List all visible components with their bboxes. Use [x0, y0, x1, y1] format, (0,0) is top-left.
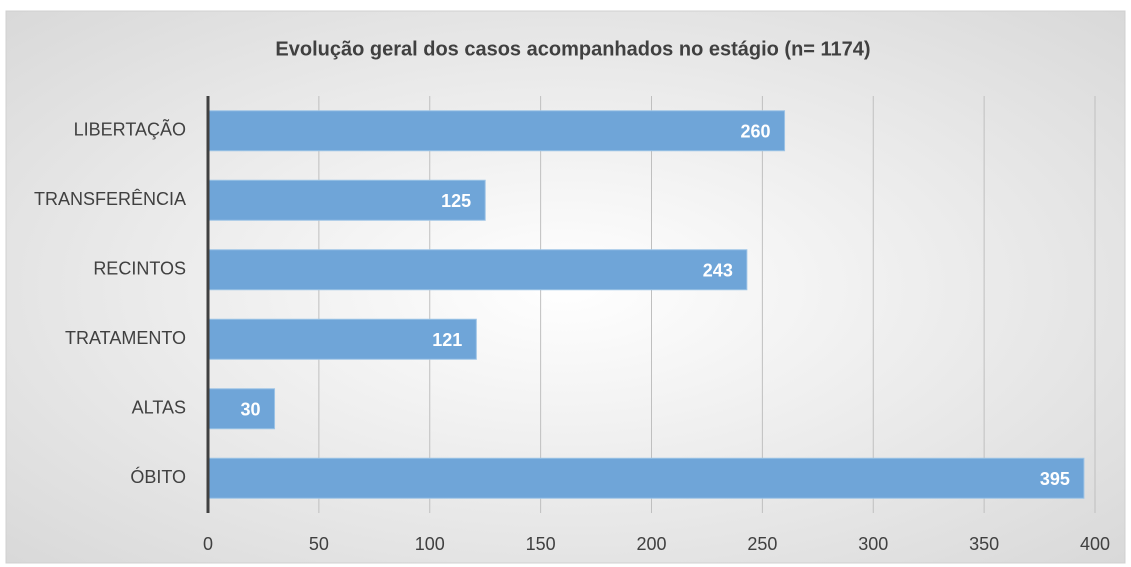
value-label: 243: [703, 261, 733, 281]
y-tick-label: ALTAS: [132, 398, 186, 418]
x-tick-label: 50: [309, 534, 329, 554]
y-tick-label: RECINTOS: [93, 259, 186, 279]
x-tick-label: 200: [636, 534, 666, 554]
chart-title: Evolução geral dos casos acompanhados no…: [275, 38, 870, 60]
x-tick-label: 150: [526, 534, 556, 554]
x-tick-label: 250: [747, 534, 777, 554]
bar: [207, 388, 276, 430]
x-tick-label: 400: [1080, 534, 1110, 554]
value-label: 30: [240, 400, 260, 420]
value-label: 125: [441, 191, 471, 211]
bar: [207, 457, 1085, 499]
x-tick-label: 350: [969, 534, 999, 554]
x-tick-label: 300: [858, 534, 888, 554]
y-tick-label: ÓBITO: [130, 466, 186, 487]
bar: [207, 249, 748, 291]
y-tick-label: TRATAMENTO: [65, 328, 186, 348]
bar: [207, 318, 477, 360]
y-tick-label: TRANSFERÊNCIA: [34, 189, 186, 209]
bar: [207, 179, 486, 221]
value-label: 121: [432, 330, 462, 350]
x-tick-label: 100: [415, 534, 445, 554]
y-tick-label: LIBERTAÇÃO: [74, 119, 186, 140]
bar: [207, 110, 786, 152]
value-label: 260: [741, 122, 771, 142]
value-label: 395: [1040, 469, 1070, 489]
x-tick-label: 0: [203, 534, 213, 554]
